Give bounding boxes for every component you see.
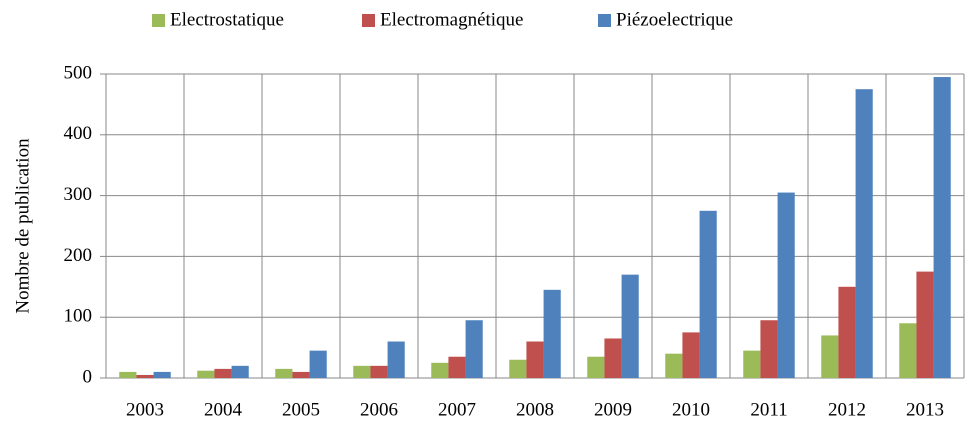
bar (119, 371, 137, 378)
bar (760, 320, 778, 378)
legend-swatch (362, 14, 375, 27)
bar (665, 353, 683, 378)
x-tick-label: 2008 (516, 399, 554, 420)
x-tick-label: 2006 (360, 399, 398, 420)
bar (292, 371, 310, 378)
legend-swatch (598, 14, 611, 27)
bar (275, 368, 293, 378)
bar (604, 338, 622, 378)
bar (699, 210, 717, 378)
x-tick-label: 2003 (126, 399, 164, 420)
bar (838, 286, 856, 378)
y-tick-label: 500 (64, 62, 93, 83)
bar (136, 374, 154, 378)
x-tick-label: 2009 (594, 399, 632, 420)
x-tick-label: 2011 (750, 399, 787, 420)
bar (587, 356, 605, 378)
legend-label: Piézoelectrique (616, 9, 733, 30)
y-tick-label: 400 (64, 123, 93, 144)
bar (821, 335, 839, 378)
bar (933, 77, 951, 378)
bar (543, 289, 561, 378)
x-tick-label: 2005 (282, 399, 320, 420)
x-tick-label: 2010 (672, 399, 710, 420)
bar (509, 359, 527, 378)
bar (855, 89, 873, 378)
bar (231, 365, 249, 378)
y-tick-label: 100 (64, 306, 93, 327)
bar (743, 350, 761, 378)
y-tick-label: 300 (64, 184, 93, 205)
legend-label: Electrostatique (170, 9, 284, 30)
bar (353, 365, 371, 378)
y-axis-label: Nombre de publication (12, 138, 33, 314)
bar (621, 274, 639, 378)
bar (309, 350, 327, 378)
bar (197, 370, 215, 378)
y-tick-label: 200 (64, 245, 93, 266)
bar (899, 323, 917, 378)
bar (465, 320, 483, 378)
bar (448, 356, 466, 378)
bar (153, 371, 171, 378)
bar (431, 362, 449, 378)
bar (682, 332, 700, 378)
bar (214, 368, 232, 378)
x-tick-label: 2013 (906, 399, 944, 420)
bar (777, 192, 795, 378)
x-tick-label: 2012 (828, 399, 866, 420)
legend-swatch (152, 14, 165, 27)
bar (387, 341, 405, 378)
x-tick-label: 2004 (204, 399, 243, 420)
y-tick-label: 0 (83, 366, 93, 387)
legend-label: Electromagnétique (380, 9, 524, 30)
bar (526, 341, 544, 378)
bar (370, 365, 388, 378)
x-tick-label: 2007 (438, 399, 476, 420)
bar (916, 271, 934, 378)
